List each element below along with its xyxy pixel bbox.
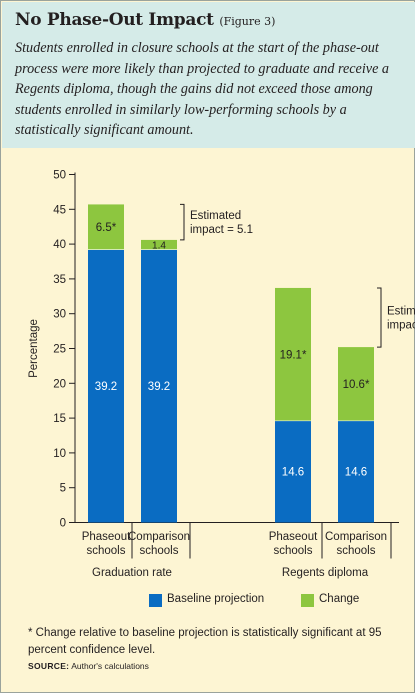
impact-bracket xyxy=(377,287,382,348)
bar-baseline-label: 39.2 xyxy=(148,381,170,393)
legend-label-baseline: Baseline projection xyxy=(167,593,265,605)
y-tick-label: 5 xyxy=(60,483,66,495)
bar-change-label: 10.6* xyxy=(343,379,370,391)
impact-label-line1: Estimated xyxy=(387,306,415,318)
chart-svg: 0 5 10 15 20 25 30 35 40 45 50 Percentage 39.2 6.5* Ph… xyxy=(28,170,415,580)
category-label-line1: Phaseout xyxy=(269,531,318,543)
y-tick-label: 40 xyxy=(53,239,66,251)
figure-title: No Phase-Out Impact (Figure 3) xyxy=(15,10,275,30)
y-tick-label: 15 xyxy=(53,413,66,425)
figure-header: No Phase-Out Impact (Figure 3) Students … xyxy=(2,2,415,148)
y-tick-label: 50 xyxy=(53,170,66,182)
bar-baseline xyxy=(275,420,311,523)
bar-change-label: 1.4 xyxy=(152,241,166,252)
legend-label-change: Change xyxy=(319,593,360,605)
bar-change-label: 6.5* xyxy=(96,222,117,234)
bar-baseline xyxy=(338,420,374,523)
figure-subtitle: Students enrolled in closure schools at … xyxy=(15,40,390,138)
impact-bracket xyxy=(180,203,185,241)
y-axis-label: Percentage xyxy=(28,319,40,378)
group-label: Regents diploma xyxy=(282,567,369,579)
category-label-line1: Comparison xyxy=(325,531,387,543)
y-tick-label: 30 xyxy=(53,309,66,321)
stacked-bar-chart: 0 5 10 15 20 25 30 35 40 45 50 Percentage 39.2 6.5* Ph… xyxy=(1,148,415,618)
category-label-line2: schools xyxy=(337,545,376,557)
impact-label-line2: impact = 5.1 xyxy=(190,224,253,236)
bar-baseline-label: 39.2 xyxy=(95,381,117,393)
bar-baseline-label: 14.6 xyxy=(345,467,367,479)
source-text: Author's calculations xyxy=(71,661,149,671)
category-label-line2: schools xyxy=(87,545,126,557)
y-tick-label: 25 xyxy=(53,344,66,356)
bar-baseline xyxy=(88,249,124,523)
group-label: Graduation rate xyxy=(92,567,172,579)
legend-swatch-change xyxy=(301,594,314,607)
bar-change xyxy=(88,204,124,250)
y-tick-label: 0 xyxy=(60,518,66,530)
bar-change xyxy=(338,347,374,421)
category-label-line1: Phaseout xyxy=(82,531,131,543)
figure-label: (Figure 3) xyxy=(219,15,276,28)
title-text: No Phase-Out Impact xyxy=(15,10,214,30)
category-label-line2: schools xyxy=(140,545,179,557)
impact-label-line2: impact = 8.5 xyxy=(387,320,415,332)
y-tick-label: 10 xyxy=(53,448,66,460)
impact-label-line1: Estimated xyxy=(190,210,241,222)
category-label-line2: schools xyxy=(274,545,313,557)
bar-baseline xyxy=(141,249,177,523)
bar-change-label: 19.1* xyxy=(280,349,307,361)
y-tick-label: 20 xyxy=(53,378,66,390)
source-line: SOURCE: Author's calculations xyxy=(28,661,149,671)
bar-baseline-label: 14.6 xyxy=(282,467,304,479)
footnote: * Change relative to baseline projection… xyxy=(28,627,382,656)
source-label: SOURCE: xyxy=(28,661,70,671)
y-tick-label: 45 xyxy=(53,204,66,216)
bar-change xyxy=(141,239,177,250)
y-tick-label: 35 xyxy=(53,274,66,286)
bar-change xyxy=(275,287,311,421)
category-label-line1: Comparison xyxy=(128,531,190,543)
legend-swatch-baseline xyxy=(149,594,162,607)
